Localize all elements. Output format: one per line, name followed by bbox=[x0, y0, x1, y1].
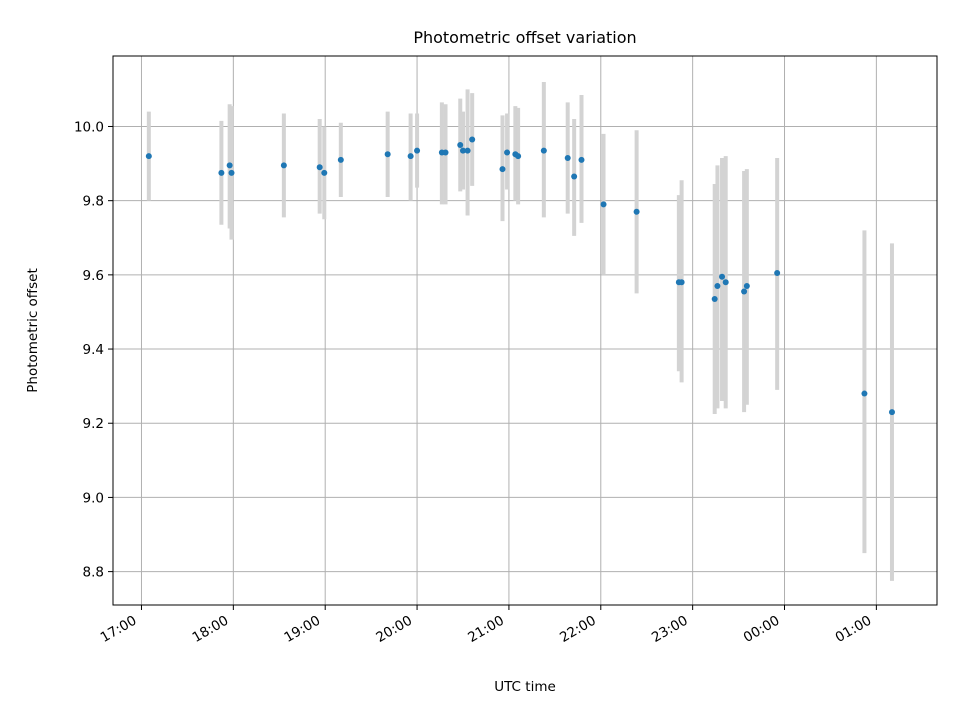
data-point bbox=[540, 147, 547, 154]
data-point bbox=[459, 147, 466, 154]
y-tick-label: 9.4 bbox=[83, 342, 104, 358]
data-point bbox=[719, 273, 726, 280]
data-point bbox=[499, 166, 506, 173]
data-point bbox=[226, 162, 233, 169]
data-point bbox=[442, 149, 449, 156]
data-point bbox=[414, 147, 421, 154]
data-point bbox=[633, 208, 640, 215]
data-point bbox=[711, 295, 718, 302]
data-points bbox=[145, 136, 895, 416]
y-tick-label: 9.0 bbox=[83, 490, 104, 506]
data-point bbox=[774, 270, 781, 277]
data-point bbox=[600, 201, 607, 208]
y-axis-label: Photometric offset bbox=[25, 268, 41, 392]
data-point bbox=[861, 390, 868, 397]
data-point bbox=[321, 169, 328, 176]
data-point bbox=[280, 162, 287, 169]
data-point bbox=[515, 153, 522, 160]
data-point bbox=[678, 279, 685, 286]
data-point bbox=[145, 153, 152, 160]
data-point bbox=[218, 169, 225, 176]
y-axis-ticks: 8.8 9.0 9.2 9.4 9.6 9.8 10.0 bbox=[74, 119, 113, 581]
y-tick-label: 10.0 bbox=[74, 119, 104, 135]
data-point bbox=[571, 173, 578, 180]
data-point bbox=[316, 164, 323, 171]
data-point bbox=[337, 156, 344, 163]
data-point bbox=[722, 279, 729, 286]
data-point bbox=[564, 155, 571, 162]
y-tick-label: 9.6 bbox=[83, 268, 104, 284]
data-point bbox=[228, 169, 235, 176]
data-point bbox=[407, 153, 414, 160]
x-axis-label: UTC time bbox=[494, 679, 556, 695]
data-point bbox=[888, 409, 895, 416]
data-point bbox=[469, 136, 476, 143]
data-point bbox=[464, 147, 471, 154]
data-point bbox=[714, 282, 721, 289]
chart-title: Photometric offset variation bbox=[413, 28, 636, 47]
data-point bbox=[578, 156, 585, 163]
data-point bbox=[743, 282, 750, 289]
y-tick-label: 8.8 bbox=[83, 565, 104, 581]
data-point bbox=[384, 151, 391, 158]
data-point bbox=[457, 142, 464, 149]
plot-frame bbox=[112, 55, 938, 606]
y-tick-label: 9.2 bbox=[83, 416, 104, 432]
data-point bbox=[504, 149, 511, 156]
grid-lines bbox=[113, 56, 937, 605]
y-tick-label: 9.8 bbox=[83, 194, 104, 210]
data-point bbox=[741, 288, 748, 295]
